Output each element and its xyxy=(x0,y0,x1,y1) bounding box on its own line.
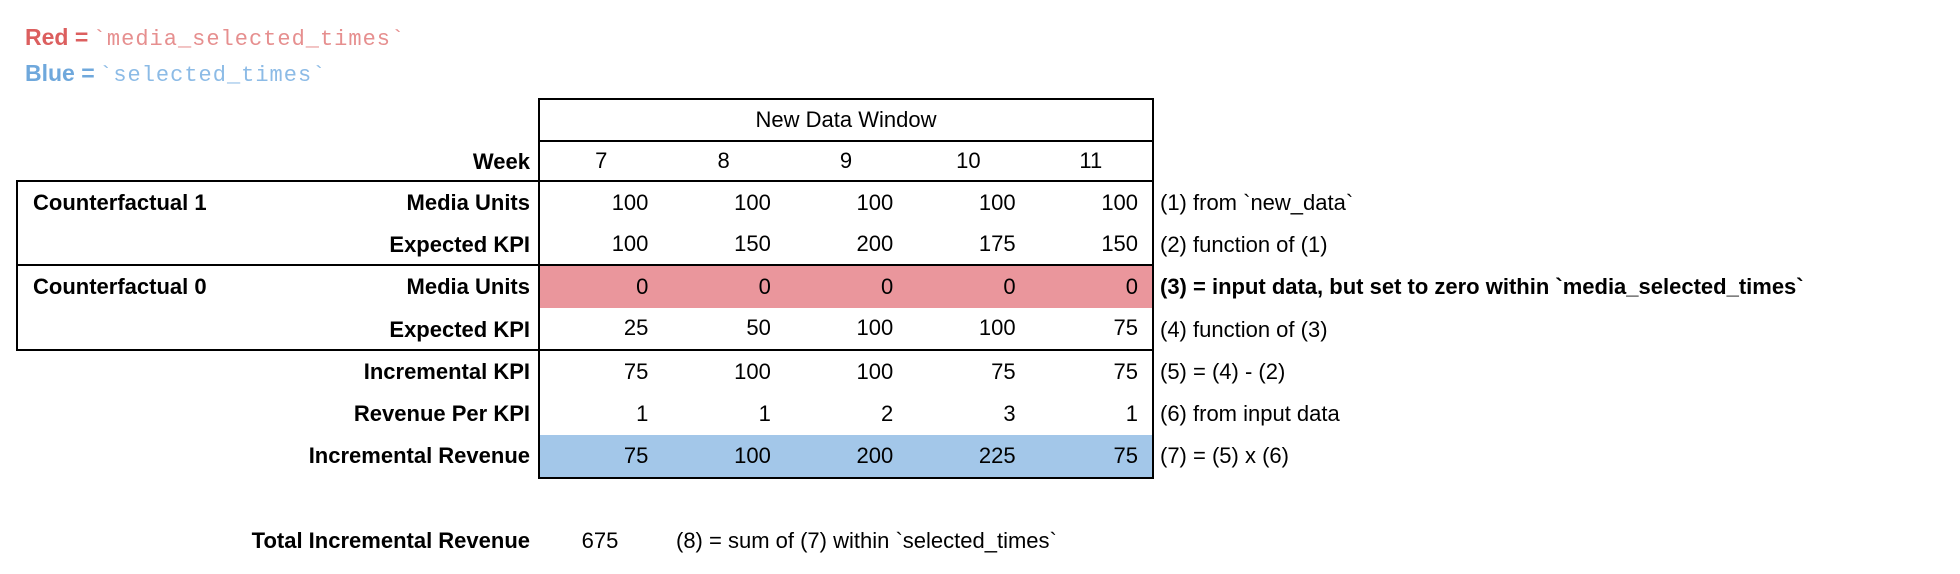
row-label: Media Units xyxy=(406,274,530,299)
annotation-4: (4) function of (3) xyxy=(1160,317,1328,342)
table-cell: 0 xyxy=(1125,274,1139,299)
table-header-row: New Data Window xyxy=(540,100,1152,142)
table-row-media-units-cf1: 100 100 100 100 100 xyxy=(540,182,1152,224)
row-label: Revenue Per KPI xyxy=(353,401,530,426)
table-cell: 75 xyxy=(623,443,649,468)
row-label: Expected KPI xyxy=(389,232,530,257)
table-row-expected-kpi-cf0: 25 50 100 100 75 xyxy=(540,308,1152,351)
table-cell: 150 xyxy=(734,231,771,256)
legend-red-code: `media_selected_times` xyxy=(92,27,406,52)
legend-blue-label: Blue = xyxy=(25,60,95,86)
table-header-title: New Data Window xyxy=(755,107,937,132)
table-cell: 75 xyxy=(1113,443,1139,468)
total-incremental-revenue-label: Total Incremental Revenue xyxy=(251,528,530,553)
table-cell: 100 xyxy=(734,443,771,468)
table-row-incremental-kpi: 75 100 100 75 75 xyxy=(540,351,1152,393)
legend-blue-line: Blue = `selected_times` xyxy=(25,56,326,90)
table-cell: 0 xyxy=(636,274,649,299)
week-row-label: Week xyxy=(472,149,530,174)
data-table: New Data Window 7 8 9 10 11 100 100 100 … xyxy=(538,98,1154,479)
table-cell: 100 xyxy=(611,190,649,215)
table-cell: 100 xyxy=(978,190,1016,215)
table-cell: 75 xyxy=(623,359,649,384)
table-row-incremental-revenue-highlight-blue: 75 100 200 225 75 xyxy=(540,435,1152,477)
table-cell: 100 xyxy=(734,359,771,384)
total-incremental-revenue-value: 675 xyxy=(581,528,619,553)
week-cell: 9 xyxy=(839,148,853,173)
annotation-7: (7) = (5) x (6) xyxy=(1160,443,1289,468)
row-label: Incremental Revenue xyxy=(308,443,530,468)
week-row: 7 8 9 10 11 xyxy=(540,142,1152,182)
table-cell: 1 xyxy=(758,401,771,426)
table-cell: 75 xyxy=(991,359,1016,384)
table-cell: 3 xyxy=(1003,401,1016,426)
legend-red-label: Red = xyxy=(25,24,89,50)
table-cell: 75 xyxy=(1113,315,1139,340)
legend-red-line: Red = `media_selected_times` xyxy=(25,20,405,54)
table-cell: 150 xyxy=(1101,231,1139,256)
table-row-revenue-per-kpi: 1 1 2 3 1 xyxy=(540,393,1152,435)
table-cell: 100 xyxy=(856,315,894,340)
annotation-3: (3) = input data, but set to zero within… xyxy=(1160,274,1804,299)
counterfactual-0-label: Counterfactual 0 xyxy=(33,274,207,299)
week-cell: 11 xyxy=(1079,148,1103,173)
row-label: Incremental KPI xyxy=(363,359,530,384)
week-cell: 8 xyxy=(717,148,730,173)
table-cell: 1 xyxy=(636,401,649,426)
table-cell: 100 xyxy=(611,231,649,256)
annotation-2: (2) function of (1) xyxy=(1160,232,1328,257)
row-label: Expected KPI xyxy=(389,317,530,342)
annotation-8: (8) = sum of (7) within `selected_times` xyxy=(676,528,1057,553)
table-cell: 175 xyxy=(978,231,1016,256)
table-row-media-units-cf0-highlight-red: 0 0 0 0 0 xyxy=(540,266,1152,308)
table-cell: 1 xyxy=(1125,401,1139,426)
table-cell: 100 xyxy=(856,359,894,384)
counterfactual-0-box xyxy=(16,264,540,351)
annotation-6: (6) from input data xyxy=(1160,401,1340,426)
table-cell: 0 xyxy=(758,274,771,299)
week-cell: 7 xyxy=(595,148,608,173)
table-cell: 200 xyxy=(856,443,894,468)
annotation-5: (5) = (4) - (2) xyxy=(1160,359,1286,384)
table-cell: 200 xyxy=(856,231,894,256)
table-cell: 100 xyxy=(856,190,894,215)
table-cell: 2 xyxy=(880,401,894,426)
table-cell: 100 xyxy=(1101,190,1139,215)
table-cell: 75 xyxy=(1113,359,1139,384)
table-cell: 100 xyxy=(734,190,771,215)
counterfactual-1-label: Counterfactual 1 xyxy=(33,190,207,215)
table-cell: 0 xyxy=(880,274,894,299)
row-label: Media Units xyxy=(406,190,530,215)
week-cell: 10 xyxy=(956,148,981,173)
annotation-1: (1) from `new_data` xyxy=(1160,190,1354,215)
table-cell: 100 xyxy=(978,315,1016,340)
table-cell: 0 xyxy=(1003,274,1016,299)
table-cell: 25 xyxy=(623,315,649,340)
table-cell: 225 xyxy=(978,443,1016,468)
table-row-expected-kpi-cf1: 100 150 200 175 150 xyxy=(540,224,1152,266)
legend-blue-code: `selected_times` xyxy=(99,63,327,88)
table-cell: 50 xyxy=(746,315,771,340)
